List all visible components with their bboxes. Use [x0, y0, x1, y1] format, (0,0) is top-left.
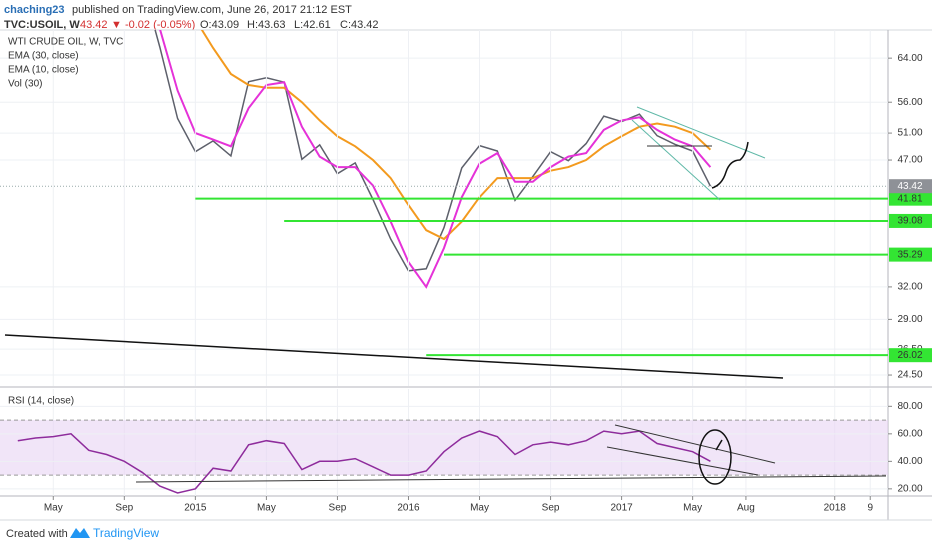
legend-entry: RSI (14, close): [8, 396, 74, 407]
level-label-box: [889, 213, 932, 228]
x-tick-label: Aug: [737, 503, 755, 514]
level-label: 26.02: [897, 350, 922, 361]
level-label: 39.08: [897, 216, 922, 227]
y-tick-label: 20.00: [897, 483, 922, 494]
trend-line: [631, 119, 721, 201]
series-line: [17, 430, 711, 494]
x-tick-label: Sep: [329, 503, 347, 514]
trend-line: [135, 475, 887, 483]
close: C:43.42: [340, 19, 379, 31]
y-tick-label: 60.00: [897, 428, 922, 439]
created-with: Created with: [6, 528, 68, 540]
rsi-band: [0, 420, 888, 476]
x-tick-label: May: [257, 503, 276, 514]
y-tick-label: 56.00: [897, 97, 922, 108]
plot: 64.0056.0051.0047.0032.0029.0026.5024.50…: [0, 30, 932, 514]
y-tick-label: 64.00: [897, 53, 922, 64]
high: H:43.63: [247, 19, 286, 31]
y-tick-label: 40.00: [897, 456, 922, 467]
series-line: [159, 30, 712, 289]
y-tick-label: 80.00: [897, 401, 922, 412]
pen-mark: [715, 439, 723, 451]
footer: Created with TradingView: [6, 526, 159, 540]
projection: [711, 141, 749, 189]
trend-line: [614, 424, 776, 464]
legend-entry: WTI CRUDE OIL, W, TVC: [8, 37, 123, 48]
low: L:42.61: [294, 19, 331, 31]
level-label-box: [889, 247, 932, 262]
legend-entry: EMA (10, close): [8, 65, 79, 76]
x-tick-label: 2015: [184, 503, 207, 514]
circle-mark: [698, 429, 732, 485]
last-price-box: [889, 179, 932, 194]
level-label: 35.29: [897, 249, 922, 260]
legend-entry: Vol (30): [8, 79, 42, 90]
y-tick-label: 47.00: [897, 155, 922, 166]
trend-line: [606, 446, 759, 476]
y-tick-label: 24.50: [897, 370, 922, 381]
brand: TradingView: [93, 526, 159, 540]
trend-line: [4, 334, 784, 379]
x-tick-label: 2018: [824, 503, 847, 514]
change: ▼ -0.02 (-0.05%): [111, 19, 195, 31]
last-price-label: 43.42: [897, 181, 922, 192]
x-tick-label: May: [44, 503, 63, 514]
y-tick-label: 32.00: [897, 282, 922, 293]
x-tick-label: 2016: [397, 503, 420, 514]
author: chaching23: [4, 4, 65, 16]
legend-entry: EMA (30, close): [8, 51, 79, 62]
pane: [0, 30, 888, 376]
published: published on TradingView.com, June 26, 2…: [72, 4, 352, 16]
last: 43.42: [80, 19, 108, 31]
logo: [70, 528, 90, 538]
x-tick-label: 9: [867, 503, 873, 514]
y-tick-label: 29.00: [897, 314, 922, 325]
series-line: [200, 30, 712, 241]
x-tick-label: May: [683, 503, 702, 514]
y-tick-label: 51.00: [897, 128, 922, 139]
open: O:43.09: [200, 19, 239, 31]
series-line: [154, 30, 712, 272]
trend-line: [636, 106, 766, 159]
x-tick-label: May: [470, 503, 489, 514]
symbol: TVC:USOIL, W: [4, 19, 80, 31]
x-tick-label: Sep: [542, 503, 560, 514]
x-tick-label: Sep: [115, 503, 133, 514]
pane: [0, 405, 888, 494]
level-label-box: [889, 191, 932, 206]
level-label: 41.81: [897, 193, 922, 204]
level-label-box: [889, 348, 932, 363]
x-tick-label: 2017: [610, 503, 633, 514]
